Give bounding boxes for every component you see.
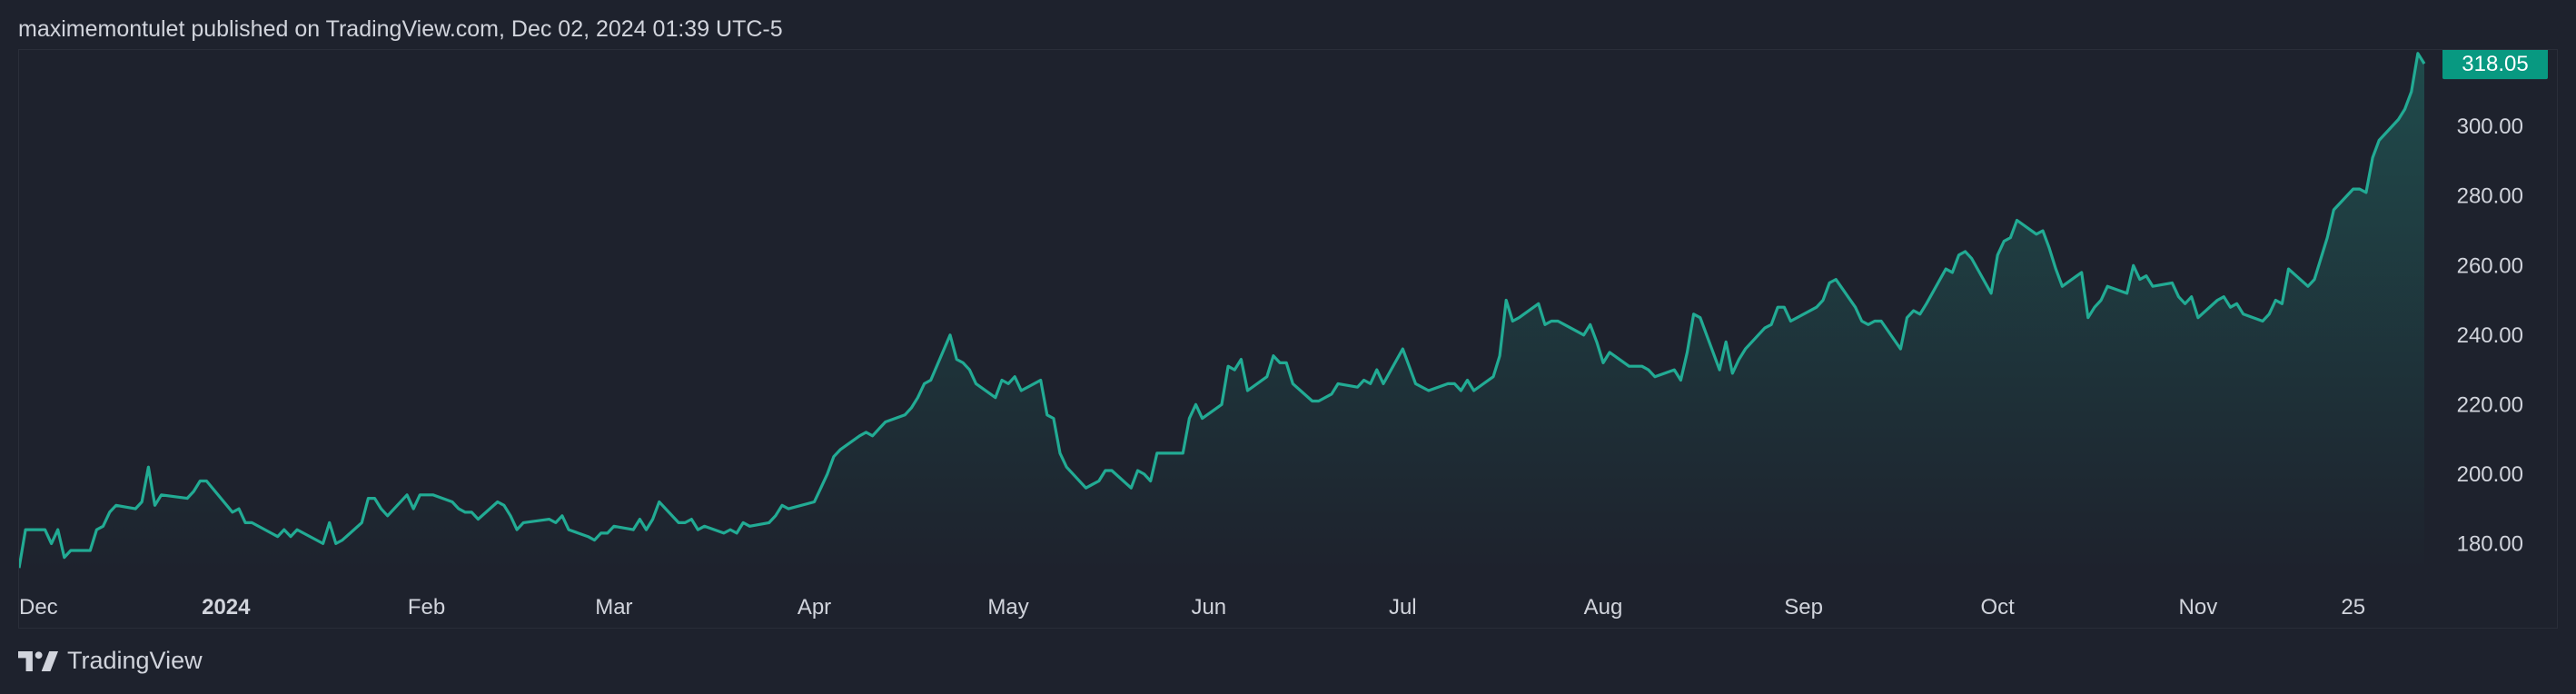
x-tick-label: Apr bbox=[798, 595, 831, 620]
x-tick-label: Aug bbox=[1584, 595, 1623, 620]
published-caption: maximemontulet published on TradingView.… bbox=[18, 16, 783, 42]
x-tick-label: 2024 bbox=[202, 595, 251, 620]
footer-brand-label: TradingView bbox=[67, 647, 203, 674]
x-tick-label: Sep bbox=[1784, 595, 1823, 620]
series-line[interactable] bbox=[19, 52, 2426, 569]
x-tick-label: Oct bbox=[1981, 595, 2016, 620]
x-tick-label: Jul bbox=[1389, 595, 1417, 620]
x-tick-label: Jun bbox=[1191, 595, 1226, 620]
chart-frame[interactable]: 180.00 200.00 220.00 240.00 260.00 280.00 300.… bbox=[18, 49, 2558, 629]
last-price-label: 318.05 bbox=[2462, 52, 2528, 76]
y-tick-label: 240.00 bbox=[2457, 323, 2523, 348]
y-tick-label: 280.00 bbox=[2457, 184, 2523, 209]
x-tick-label: May bbox=[987, 595, 1028, 620]
last-price-badge bbox=[2442, 50, 2548, 80]
y-tick-label: 200.00 bbox=[2457, 462, 2523, 487]
series-area-fill bbox=[19, 53, 2424, 572]
x-tick-label: Feb bbox=[408, 595, 445, 620]
y-tick-label: 180.00 bbox=[2457, 531, 2523, 556]
x-tick-label: Mar bbox=[595, 595, 632, 620]
footer-brand[interactable]: TradingView bbox=[18, 647, 203, 675]
tradingview-logo-icon bbox=[18, 650, 58, 671]
price-chart[interactable]: 180.00 200.00 220.00 240.00 260.00 280.00 300.… bbox=[19, 50, 2559, 630]
y-tick-label: 220.00 bbox=[2457, 392, 2523, 417]
y-tick-label: 260.00 bbox=[2457, 253, 2523, 278]
y-tick-label: 300.00 bbox=[2457, 114, 2523, 139]
x-tick-label: 25 bbox=[2341, 595, 2365, 620]
x-tick-label: Dec bbox=[19, 595, 58, 620]
x-tick-label: Nov bbox=[2179, 595, 2218, 620]
